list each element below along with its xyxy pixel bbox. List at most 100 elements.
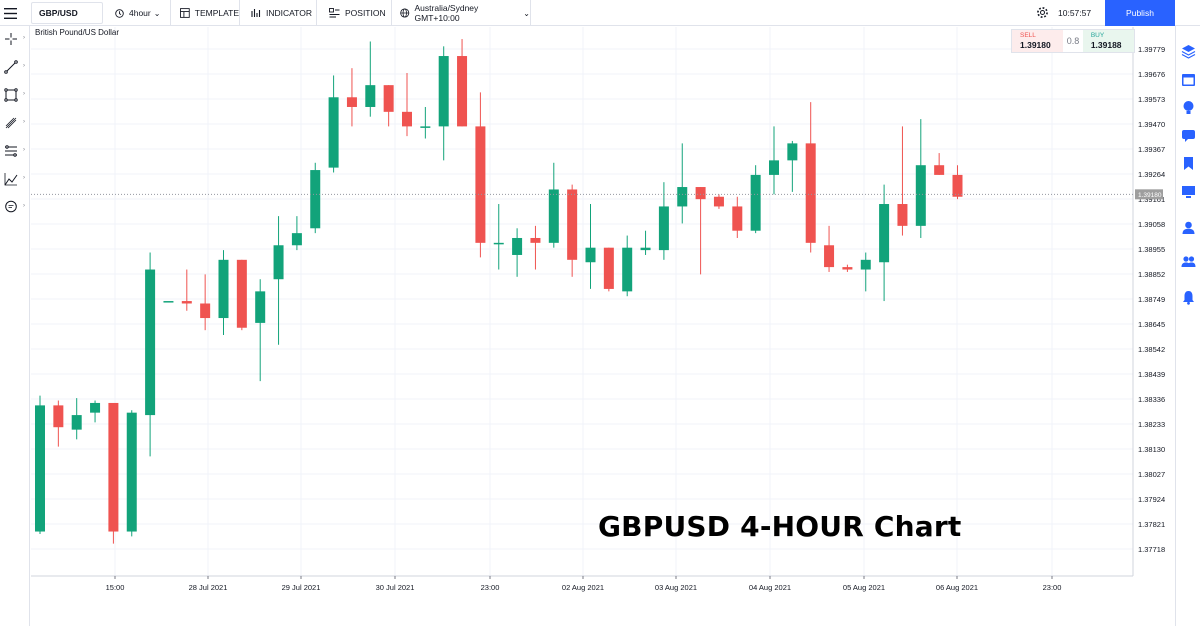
candle[interactable] [493,204,504,270]
candle[interactable] [90,400,101,423]
candle[interactable] [328,75,339,173]
interval-dropdown[interactable]: 4hour ⌄ [107,0,171,26]
spread-value: 0.8 [1063,30,1083,52]
chevron-down-icon: ⌄ [523,8,530,18]
candle[interactable] [255,279,266,382]
brush-tool[interactable]: › [4,113,26,133]
candle[interactable] [677,143,688,224]
candle-body [163,301,174,303]
candle[interactable] [218,250,229,336]
candle[interactable] [53,400,64,447]
candle[interactable] [842,264,853,272]
candle[interactable] [640,230,651,255]
candle[interactable] [622,235,633,297]
chat-icon[interactable] [1181,128,1196,143]
rectangle-tool[interactable]: › [4,85,26,105]
crosshair-tool[interactable]: › [4,29,26,49]
candle[interactable] [108,402,119,544]
fibonacci-tool[interactable]: › [4,141,26,161]
publish-button[interactable]: Publish [1105,0,1175,26]
indicator-button[interactable]: INDICATOR [240,0,317,26]
prediction-tool[interactable]: › [4,169,26,189]
comment-tool[interactable]: › [4,197,26,217]
candle[interactable] [879,184,890,302]
candle[interactable] [457,39,468,127]
top-toolbar: GBP/USD 4hour ⌄ TEMPLATE INDICATOR POSIT… [0,0,1200,26]
candle[interactable] [35,395,45,534]
candle[interactable] [567,184,578,277]
calendar-icon[interactable] [1181,72,1196,87]
candle[interactable] [236,259,247,331]
candle[interactable] [769,126,779,195]
idea-icon[interactable] [1181,100,1196,115]
candle[interactable] [145,252,156,457]
sell-price: 1.39180 [1020,40,1051,50]
candle-body [383,85,394,112]
candle[interactable] [934,153,945,175]
candle[interactable] [346,68,357,127]
bookmark-icon[interactable] [1181,156,1196,171]
candle[interactable] [475,92,486,258]
candle[interactable] [71,398,82,440]
timezone-dropdown[interactable]: Australia/Sydney GMT+10:00 ⌄ [392,0,531,26]
candle[interactable] [713,194,724,209]
clock-display: 10:57:57 [1058,8,1092,18]
candle[interactable] [163,301,174,303]
candle[interactable] [603,247,614,292]
alert-icon[interactable] [1181,290,1196,305]
buy-button[interactable]: BUY 1.39188 [1082,30,1134,52]
candle[interactable] [915,119,926,238]
gear-icon[interactable] [1036,6,1049,19]
candle[interactable] [530,225,541,270]
candle[interactable] [365,41,376,117]
candle-body [530,237,541,243]
user-icon[interactable] [1181,220,1196,235]
candle[interactable] [291,216,302,251]
menu-button[interactable] [0,0,26,26]
candlestick-chart[interactable]: 1.39779 1.39676 1.39573 1.39470 1.39367 1.392… [31,27,1175,626]
symbol-search-field[interactable]: GBP/USD [31,2,103,24]
trend-line-tool[interactable]: › [4,57,26,77]
candle-body [273,245,284,280]
price-axis[interactable]: 1.39779 1.39676 1.39573 1.39470 1.39367 1.392… [1138,45,1165,554]
screen-icon[interactable] [1181,184,1196,199]
candle[interactable] [420,106,431,139]
candle[interactable] [824,225,835,272]
candle[interactable] [200,274,211,331]
time-tick-label: 02 Aug 2021 [562,583,604,592]
candle-body [805,143,816,243]
chart-grid [31,27,1133,576]
position-button[interactable]: POSITION [317,0,392,26]
candle-body [108,402,119,532]
candle[interactable] [273,216,284,345]
candle[interactable] [383,85,394,127]
candle[interactable] [181,269,192,311]
candle[interactable] [695,187,706,275]
candle[interactable] [860,252,871,292]
candle[interactable] [732,196,743,238]
template-button[interactable]: TEMPLATE [171,0,240,26]
candle[interactable] [402,73,412,137]
caret-right-icon: › [23,119,25,125]
candle[interactable] [952,165,963,200]
price-tick-label: 1.39573 [1138,95,1165,104]
candle[interactable] [548,162,559,248]
candle[interactable] [787,140,798,192]
time-axis[interactable]: 15:00 28 Jul 2021 29 Jul 2021 30 Jul 2021 23… [106,576,1062,592]
users-icon[interactable] [1181,254,1196,269]
candle-body [438,56,449,127]
layers-icon[interactable] [1181,44,1196,59]
candle[interactable] [897,126,908,236]
candle[interactable] [512,228,523,277]
candle[interactable] [585,204,596,289]
candle[interactable] [310,162,321,234]
candle[interactable] [750,165,761,234]
price-tick-label: 1.39058 [1138,220,1165,229]
candle[interactable] [126,410,137,537]
candle-body [915,165,926,226]
sell-label: SELL [1020,32,1036,39]
candle[interactable] [438,46,449,161]
candle[interactable] [658,182,669,260]
sell-button[interactable]: SELL 1.39180 [1012,30,1064,52]
candle[interactable] [805,102,816,253]
